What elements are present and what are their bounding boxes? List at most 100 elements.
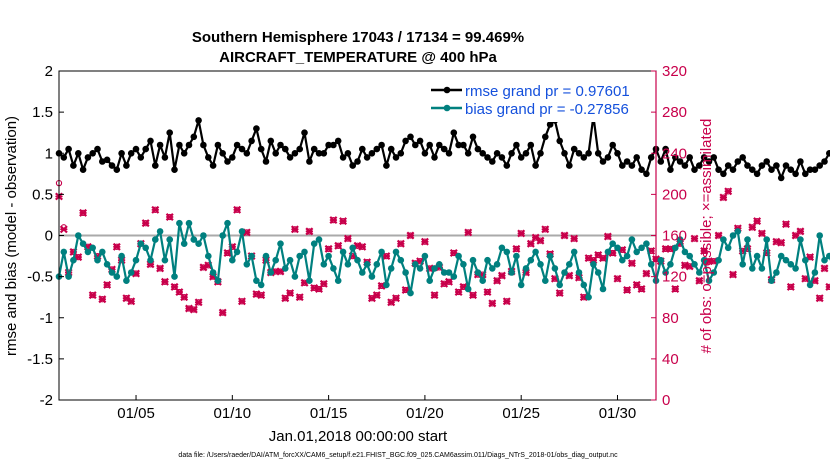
rmse-point [503, 162, 511, 169]
bias-point [686, 252, 693, 260]
rmse-point [450, 129, 458, 136]
y-right-tick-label: 320 [662, 63, 687, 80]
obs-assimilated-point [233, 205, 242, 214]
bias-point [643, 240, 650, 247]
bias-point [729, 232, 737, 239]
obs-assimilated-point [160, 277, 169, 286]
bias-point [489, 265, 496, 272]
bias-point [826, 252, 830, 260]
obs-assimilated-point [257, 291, 266, 300]
rmse-point [797, 158, 804, 165]
rmse-point [826, 150, 830, 157]
rmse-point [455, 141, 462, 149]
obs-assimilated-point [141, 219, 150, 228]
rmse-point [570, 145, 578, 153]
bias-point [147, 256, 154, 264]
y-right-tick-label: 80 [662, 310, 679, 327]
rmse-point [147, 137, 154, 145]
rmse-point [383, 162, 390, 169]
obs-assimilated-point [339, 217, 348, 226]
bias-point [474, 269, 482, 276]
rmse-point [137, 154, 145, 161]
bias-point [816, 232, 823, 239]
rmse-point [647, 154, 655, 161]
bias-point [180, 240, 188, 247]
rmse-point [493, 150, 501, 157]
rmse-point [171, 166, 178, 173]
obs-assimilated-point [444, 277, 453, 286]
obs-assimilated-point [815, 294, 824, 303]
rmse-point [806, 166, 814, 173]
obs-assimilated-point [642, 269, 651, 278]
bias-point [623, 252, 631, 260]
rmse-point [310, 145, 318, 153]
obs-assimilated-point [324, 244, 333, 253]
bias-point [450, 273, 458, 280]
bias-point [498, 244, 506, 252]
bias-point [392, 248, 400, 256]
rmse-point [599, 158, 607, 165]
rmse-point [715, 166, 722, 173]
bias-point [614, 244, 621, 252]
bias-point [185, 219, 193, 227]
y-left-tick-label: 1.5 [32, 104, 53, 121]
bias-point [378, 248, 385, 256]
bias-point [773, 269, 780, 276]
obs-assimilated-point [79, 208, 88, 217]
rmse-point [749, 166, 756, 173]
bias-point [638, 244, 645, 252]
bias-point [257, 281, 265, 289]
rmse-point [262, 158, 270, 165]
rmse-point [397, 150, 405, 157]
rmse-point [484, 154, 491, 161]
obs-assimilated-point [627, 259, 636, 268]
rmse-point [156, 141, 164, 149]
obs-assimilated-point [406, 231, 415, 240]
rmse-point [773, 162, 780, 169]
rmse-point [546, 121, 554, 128]
bias-point [527, 256, 535, 264]
bias-point [320, 261, 328, 268]
bias-point [604, 248, 612, 256]
rmse-point [349, 162, 357, 169]
obs-assimilated-point [156, 264, 165, 273]
rmse-point [190, 133, 198, 141]
rmse-point [517, 154, 525, 161]
obs-assimilated-point [748, 223, 757, 232]
rmse-point [821, 158, 828, 165]
rmse-point [768, 166, 775, 173]
rmse-point [638, 166, 645, 173]
bias-point [744, 236, 751, 243]
obs-assimilated-point [541, 225, 550, 234]
bias-point [599, 285, 607, 293]
bias-point [89, 244, 96, 252]
rmse-point [696, 162, 703, 169]
bias-point [373, 261, 381, 268]
rmse-point [426, 141, 434, 149]
bias-point [436, 261, 443, 268]
bias-point [113, 273, 121, 280]
bias-point [214, 277, 222, 285]
rmse-point [392, 154, 400, 161]
bias-point [546, 252, 554, 260]
bias-point [628, 236, 636, 243]
bias-point [407, 289, 414, 297]
bias-point [190, 236, 198, 243]
rmse-point [79, 166, 87, 173]
rmse-point [306, 158, 313, 165]
bias-point [455, 252, 462, 260]
bias-point [431, 265, 438, 272]
obs-assimilated-point [430, 291, 439, 300]
rmse-point [532, 162, 539, 169]
bias-point [282, 265, 289, 272]
rmse-point [734, 158, 742, 165]
bias-point [301, 248, 308, 256]
rmse-point [445, 150, 453, 157]
obs-assimilated-point [820, 264, 829, 273]
obs-assimilated-point [488, 299, 497, 308]
rmse-point [542, 133, 549, 141]
bias-point [445, 269, 453, 276]
rmse-point [513, 141, 520, 149]
y-left-tick-label: 0 [45, 228, 53, 245]
rmse-point [205, 154, 212, 161]
